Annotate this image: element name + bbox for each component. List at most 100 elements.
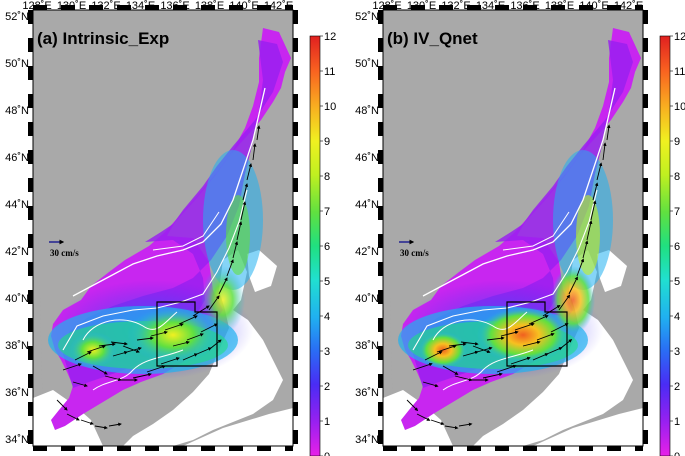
current-vector bbox=[532, 353, 549, 361]
current-vector bbox=[436, 344, 457, 353]
frame-tick-top bbox=[285, 5, 293, 10]
lat-tick-label: 44˚N bbox=[5, 199, 29, 211]
frame-tick-bottom bbox=[61, 446, 75, 451]
frame-tick-top bbox=[551, 5, 565, 10]
japan-land bbox=[123, 250, 283, 446]
current-vector bbox=[150, 330, 168, 337]
colorbar-label: 2 bbox=[674, 381, 680, 393]
frame-tick-left bbox=[378, 346, 383, 360]
lat-tick-label: 48˚N bbox=[5, 105, 29, 117]
colorbar-label: 7 bbox=[674, 206, 680, 218]
frame-tick-right bbox=[293, 206, 298, 220]
lat-tick-label: 52˚N bbox=[355, 11, 379, 23]
colorbar-label: 6 bbox=[324, 241, 330, 253]
current-vector bbox=[546, 347, 563, 355]
contour-line bbox=[152, 211, 220, 251]
frame-tick-right bbox=[293, 150, 298, 164]
current-vector bbox=[210, 339, 222, 349]
japan-land bbox=[473, 250, 633, 446]
frame-tick-left bbox=[28, 94, 33, 108]
lat-tick-label: 50˚N bbox=[5, 58, 29, 70]
lon-tick-label: 142˚E bbox=[614, 0, 643, 12]
current-vector bbox=[568, 276, 578, 295]
frame-tick-right bbox=[643, 262, 648, 276]
colorbar-label: 8 bbox=[674, 171, 680, 183]
current-vector bbox=[80, 419, 94, 425]
current-vector bbox=[582, 240, 589, 259]
frame-tick-right bbox=[643, 402, 648, 416]
frame-tick-right bbox=[643, 346, 648, 360]
current-vector bbox=[458, 422, 473, 427]
lon-tick-label: 132˚E bbox=[441, 0, 470, 12]
frame-tick-left bbox=[28, 318, 33, 332]
colorbar-label: 5 bbox=[674, 276, 680, 288]
frame-tick-top bbox=[467, 5, 481, 10]
frame-tick-left bbox=[28, 10, 33, 24]
lat-tick-label: 50˚N bbox=[355, 58, 379, 70]
colorbar-label: 2 bbox=[324, 381, 330, 393]
frame-tick-bottom bbox=[635, 446, 643, 451]
current-vector bbox=[196, 347, 212, 355]
current-vector bbox=[62, 363, 82, 371]
lat-tick-label: 44˚N bbox=[355, 199, 379, 211]
colorbar-label: 1 bbox=[674, 416, 680, 428]
current-vector bbox=[500, 330, 519, 337]
current-vector bbox=[122, 345, 140, 353]
frame-tick-right bbox=[643, 94, 648, 108]
colorbar-label: 7 bbox=[324, 206, 330, 218]
panel-title: (a) Intrinsic_Exp bbox=[37, 29, 169, 48]
colorbar: 1211109876543210 bbox=[309, 31, 336, 456]
frame-tick-top bbox=[201, 5, 215, 10]
frame-tick-top bbox=[495, 5, 509, 10]
current-vector bbox=[424, 351, 443, 361]
current-vector bbox=[576, 258, 585, 277]
current-vector bbox=[602, 142, 607, 161]
contour-line bbox=[422, 87, 616, 297]
frame-tick-top bbox=[145, 5, 159, 10]
hot-spot-east bbox=[201, 266, 245, 334]
frame-tick-top bbox=[229, 5, 243, 10]
frame-tick-top bbox=[439, 5, 453, 10]
current-vector bbox=[448, 342, 467, 347]
frame-tick-right bbox=[643, 430, 648, 444]
frame-tick-left bbox=[28, 290, 33, 304]
frame-tick-bottom bbox=[467, 446, 481, 451]
current-vector bbox=[178, 315, 198, 325]
south-land bbox=[533, 408, 643, 446]
current-vector bbox=[252, 143, 257, 161]
frame-tick-right bbox=[293, 10, 298, 24]
frame-tick-right bbox=[643, 150, 648, 164]
frame-tick-bottom bbox=[285, 446, 293, 451]
current-vector bbox=[454, 375, 473, 382]
frame-tick-right bbox=[293, 66, 298, 80]
frame-tick-right bbox=[293, 402, 298, 416]
colorbar-label: 9 bbox=[324, 136, 330, 148]
frame-tick-bottom bbox=[33, 446, 47, 451]
frame-tick-bottom bbox=[201, 446, 215, 451]
frame-tick-left bbox=[378, 430, 383, 444]
frame-tick-right bbox=[643, 38, 648, 52]
frame-tick-bottom bbox=[607, 446, 621, 451]
contour-line bbox=[502, 211, 570, 251]
current-vector bbox=[108, 422, 122, 427]
frame-tick-left bbox=[28, 402, 33, 416]
current-vector bbox=[256, 125, 261, 141]
current-vector bbox=[218, 277, 228, 295]
lon-tick-label: 138˚E bbox=[195, 0, 224, 12]
current-vector bbox=[430, 419, 445, 426]
current-vector bbox=[416, 413, 431, 421]
frame-tick-bottom bbox=[523, 446, 537, 451]
lon-tick-label: 134˚E bbox=[476, 0, 505, 12]
frame-tick-top bbox=[523, 5, 537, 10]
frame-tick-left bbox=[378, 290, 383, 304]
current-vector bbox=[98, 342, 116, 347]
frame-tick-left bbox=[378, 178, 383, 192]
current-vector bbox=[472, 345, 491, 354]
frame-tick-top bbox=[383, 5, 397, 10]
lon-tick-label: 136˚E bbox=[160, 0, 189, 12]
lon-tick-label: 134˚E bbox=[126, 0, 155, 12]
current-vector bbox=[510, 356, 531, 365]
frame-tick-top bbox=[33, 5, 47, 10]
frame-tick-right bbox=[293, 178, 298, 192]
frame-tick-top bbox=[89, 5, 103, 10]
